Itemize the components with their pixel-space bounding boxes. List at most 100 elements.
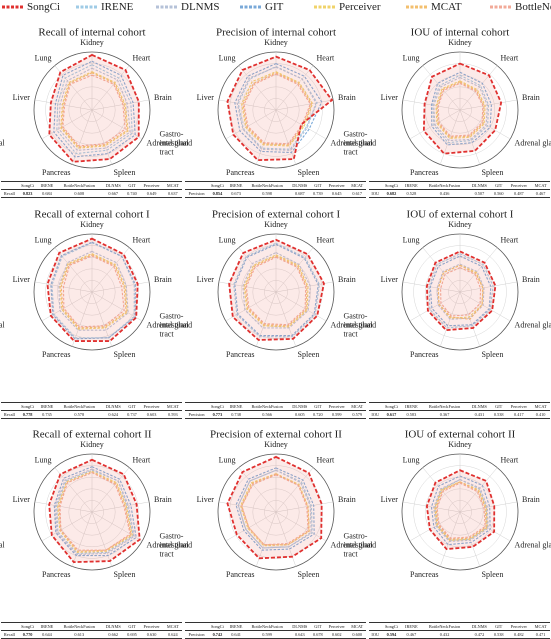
table-cell: 0.605 bbox=[294, 412, 305, 417]
table-cell: Precision bbox=[188, 632, 205, 637]
spoke bbox=[91, 65, 130, 111]
table-cell: SongCi bbox=[17, 402, 38, 411]
axis-label: Pancreas bbox=[226, 168, 254, 177]
table-cell: DLNMS bbox=[467, 622, 491, 631]
axis-label: Kidney bbox=[264, 38, 288, 47]
table-cell: IOU bbox=[371, 412, 380, 417]
table-cell: MCAT bbox=[531, 402, 550, 411]
series-polygon bbox=[237, 469, 313, 549]
table-cell: Perceiver bbox=[325, 402, 349, 411]
axis-label: Kidney bbox=[448, 220, 472, 229]
table-cell: 0.649 bbox=[146, 191, 157, 196]
series-polygon bbox=[59, 471, 131, 551]
spoke bbox=[218, 99, 277, 111]
legend-label: MCAT bbox=[431, 1, 462, 13]
axis-label: Gastro-intestinal tract bbox=[0, 311, 7, 338]
spoke bbox=[71, 511, 93, 567]
axis-label: Heart bbox=[316, 236, 335, 245]
table-cell: 0.432 bbox=[439, 632, 450, 637]
table-cell: Recall bbox=[3, 412, 15, 417]
series-polygon bbox=[54, 468, 135, 556]
table-cell: 0.602 bbox=[331, 632, 342, 637]
series-polygon bbox=[422, 62, 503, 155]
table-cell: 0.738 bbox=[231, 412, 241, 417]
table-cell: IRENE bbox=[226, 402, 246, 411]
series-polygon bbox=[228, 238, 325, 341]
table-cell: 0.641 bbox=[231, 632, 241, 637]
table-cell: 0.737 bbox=[127, 412, 137, 417]
table-cell: DLNMS bbox=[101, 181, 125, 190]
series-polygon bbox=[58, 67, 131, 151]
axis-label: Liver bbox=[197, 93, 215, 102]
spoke bbox=[439, 109, 461, 165]
table-cell: MCAT bbox=[348, 181, 366, 190]
table-cell: 0.467 bbox=[406, 632, 417, 637]
axis-label: Heart bbox=[132, 456, 151, 465]
series-polygon bbox=[60, 254, 127, 329]
spoke bbox=[275, 247, 314, 293]
table-cell: BottleNeckFusion bbox=[56, 622, 102, 631]
spoke bbox=[402, 281, 461, 293]
series-polygon bbox=[56, 469, 134, 554]
spoke bbox=[275, 291, 327, 322]
series-polygon bbox=[62, 74, 126, 147]
series-polygon bbox=[242, 251, 311, 329]
series-polygon bbox=[48, 458, 141, 564]
axis-label: Liver bbox=[197, 275, 215, 284]
table-cell: 0.579 bbox=[352, 412, 363, 417]
table-cell: SongCi bbox=[208, 622, 227, 631]
series-polygon bbox=[242, 72, 313, 146]
panel-title: Precision of external cohort I bbox=[212, 209, 341, 221]
table-cell: Perceiver bbox=[506, 402, 532, 411]
axis-label: Gastro-intestinal tract bbox=[343, 129, 374, 156]
axis-label: Adrenal gland bbox=[331, 320, 377, 329]
table-cell: 0.598 bbox=[262, 191, 272, 196]
table-cell: 0.740 bbox=[127, 191, 137, 196]
table-cell: GIT bbox=[124, 622, 140, 631]
series-polygon bbox=[436, 263, 485, 320]
table-cell: IRENE bbox=[37, 402, 57, 411]
table-cell: 0.482 bbox=[513, 632, 524, 637]
legend-label: SongCi bbox=[27, 1, 60, 13]
table-cell: DLNMS bbox=[288, 622, 311, 631]
axis-label: Lung bbox=[219, 54, 236, 63]
series-polygon bbox=[58, 250, 129, 331]
axis-label: Pancreas bbox=[410, 350, 438, 359]
axis-label: Spleen bbox=[114, 570, 136, 579]
axis-label: Spleen bbox=[298, 168, 320, 177]
axis-label: Kidney bbox=[80, 440, 104, 449]
axis-label: Gastro-intestinal tract bbox=[0, 531, 7, 558]
spoke bbox=[459, 281, 518, 293]
axis-label: Lung bbox=[403, 236, 420, 245]
series-polygon bbox=[430, 475, 491, 546]
spoke bbox=[91, 99, 150, 111]
axis-label: Kidney bbox=[264, 220, 288, 229]
table-cell bbox=[185, 622, 208, 631]
legend-label: IRENE bbox=[101, 1, 134, 13]
axis-label: Spleen bbox=[482, 570, 504, 579]
table-cell: 0.624 bbox=[168, 632, 178, 637]
axis-label: Spleen bbox=[298, 350, 320, 359]
table-cell bbox=[369, 402, 382, 411]
series-polygon bbox=[433, 76, 488, 142]
spoke bbox=[402, 501, 461, 513]
table-cell: 0.603 bbox=[146, 412, 157, 417]
series-polygon bbox=[435, 481, 487, 540]
series-polygon bbox=[53, 466, 137, 557]
spoke bbox=[459, 99, 518, 111]
axis-label: Heart bbox=[316, 54, 335, 63]
spoke bbox=[225, 511, 277, 542]
series-polygon bbox=[429, 255, 492, 327]
axis-label: Gastro-intestinal tract bbox=[343, 311, 374, 338]
axis-label: Brain bbox=[338, 93, 356, 102]
series-polygon bbox=[433, 478, 489, 542]
series-polygon bbox=[234, 243, 319, 337]
spoke bbox=[91, 511, 113, 567]
table-cell: IOU bbox=[371, 632, 380, 637]
axis-label: Lung bbox=[403, 54, 420, 63]
axis-label: Brain bbox=[522, 495, 540, 504]
panel-title: IOU of external cohort I bbox=[407, 209, 514, 221]
table-cell: 0.644 bbox=[42, 632, 52, 637]
axis-label: Adrenal gland bbox=[515, 138, 551, 147]
series-polygon bbox=[243, 73, 311, 145]
